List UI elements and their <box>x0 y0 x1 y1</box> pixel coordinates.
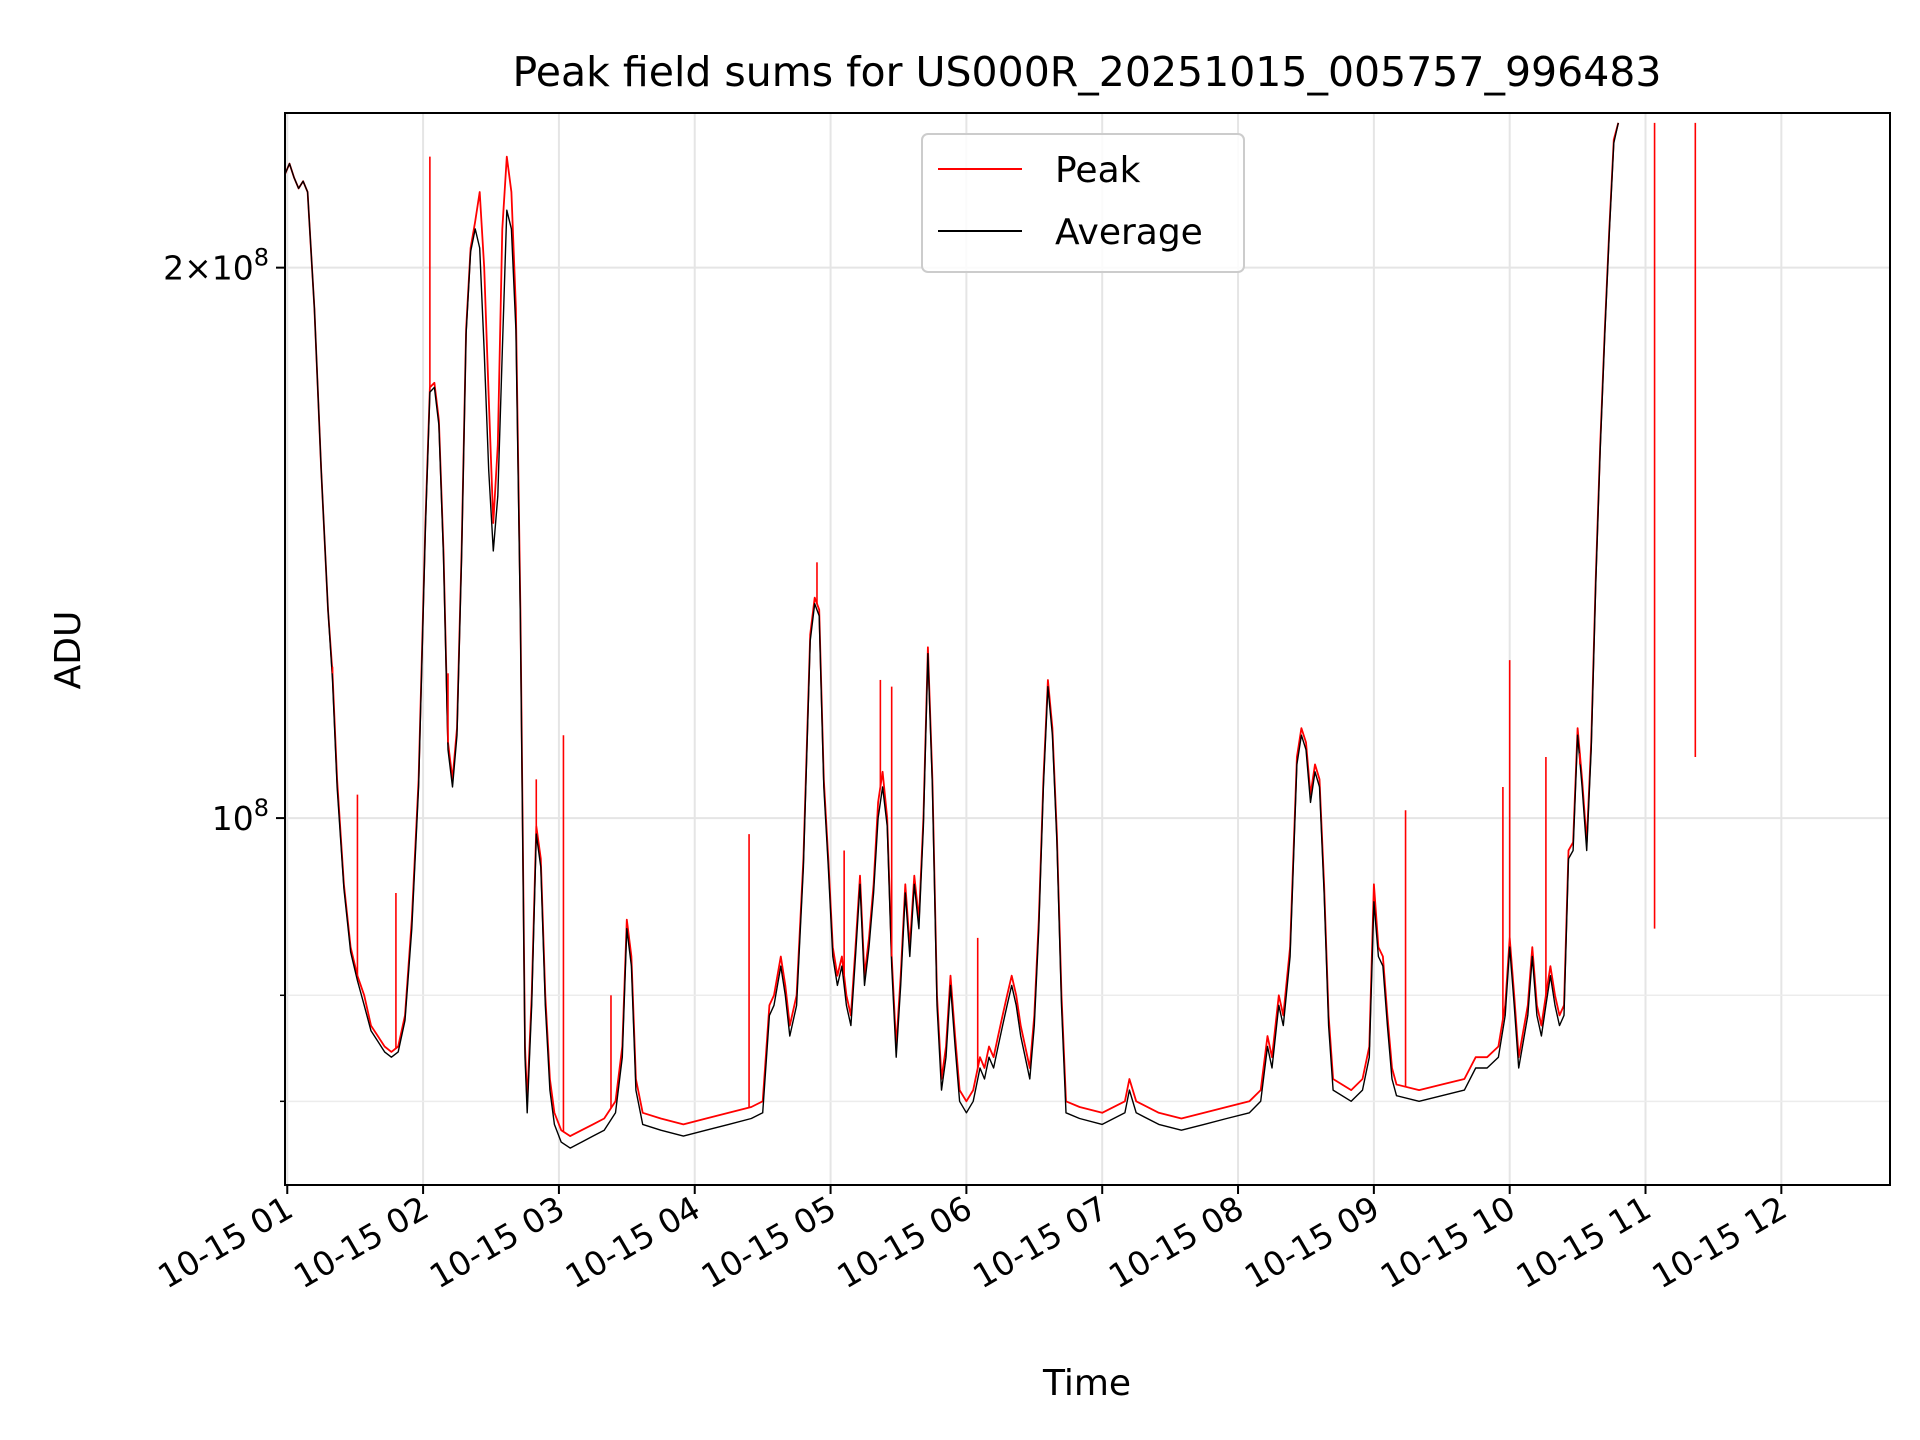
chart-title: Peak field sums for US000R_20251015_0057… <box>513 48 1662 96</box>
x-axis-label: Time <box>1042 1363 1131 1404</box>
y-axis-label: ADU <box>48 611 89 690</box>
y-tick-label: 108 <box>212 794 269 838</box>
axes-frame <box>284 112 1891 1186</box>
plot-area <box>285 122 1697 1149</box>
legend-label-average: Average <box>1055 212 1203 253</box>
y-axis-ticks: 108 2×108 <box>163 244 285 1103</box>
legend: Peak Average <box>921 133 1245 273</box>
series-line-average <box>285 122 1619 1149</box>
y-tick-label: 2×108 <box>163 244 269 288</box>
legend-label-peak: Peak <box>1055 150 1141 191</box>
